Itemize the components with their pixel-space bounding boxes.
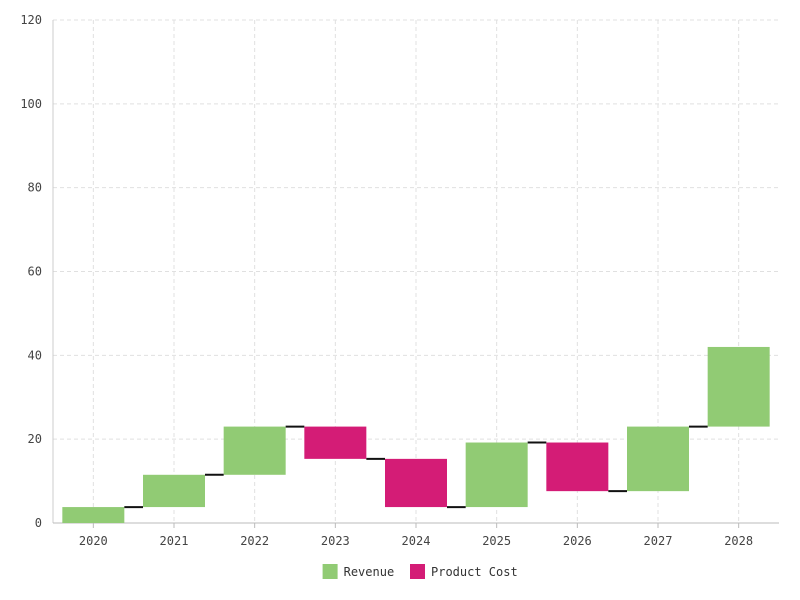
bar-2028[interactable] bbox=[707, 346, 770, 427]
tick-labels: 0 20 40 60 80 100 120 2020 2021 2022 2023 2024 2025 2… bbox=[20, 13, 753, 548]
x-tick-label: 2028 bbox=[724, 534, 753, 548]
bar-2025[interactable] bbox=[465, 442, 528, 508]
bar-2022[interactable] bbox=[223, 426, 286, 475]
x-tick-label: 2023 bbox=[321, 534, 350, 548]
bar-2024[interactable] bbox=[385, 458, 447, 508]
bar-2020[interactable] bbox=[62, 507, 125, 523]
legend-label: Revenue bbox=[344, 565, 395, 579]
bar-2023[interactable] bbox=[304, 426, 367, 459]
bar-2026[interactable] bbox=[546, 442, 609, 492]
x-tick-label: 2025 bbox=[482, 534, 511, 548]
y-tick-label: 120 bbox=[20, 13, 42, 27]
legend-item-product-cost[interactable]: Product Cost bbox=[410, 564, 518, 579]
y-tick-label: 80 bbox=[28, 181, 42, 195]
x-tick-label: 2021 bbox=[160, 534, 189, 548]
y-tick-label: 0 bbox=[35, 516, 42, 530]
legend-swatch bbox=[322, 564, 338, 579]
legend[interactable]: Revenue Product Cost bbox=[322, 564, 518, 579]
bar-2027[interactable] bbox=[627, 426, 689, 492]
connector-lines bbox=[124, 425, 708, 509]
x-tick-label: 2026 bbox=[563, 534, 592, 548]
x-tick-label: 2020 bbox=[79, 534, 108, 548]
legend-item-revenue[interactable]: Revenue bbox=[322, 564, 395, 579]
y-tick-label: 20 bbox=[28, 432, 42, 446]
bar-2021[interactable] bbox=[143, 474, 205, 508]
legend-swatch bbox=[410, 564, 425, 579]
y-tick-label: 60 bbox=[28, 265, 42, 279]
y-tick-label: 40 bbox=[28, 348, 42, 362]
legend-label: Product Cost bbox=[431, 565, 518, 579]
x-tick-label: 2027 bbox=[644, 534, 673, 548]
bars bbox=[62, 346, 770, 523]
x-tick-label: 2024 bbox=[402, 534, 431, 548]
y-tick-label: 100 bbox=[20, 97, 42, 111]
axes bbox=[52, 20, 779, 528]
x-tick-label: 2022 bbox=[240, 534, 269, 548]
